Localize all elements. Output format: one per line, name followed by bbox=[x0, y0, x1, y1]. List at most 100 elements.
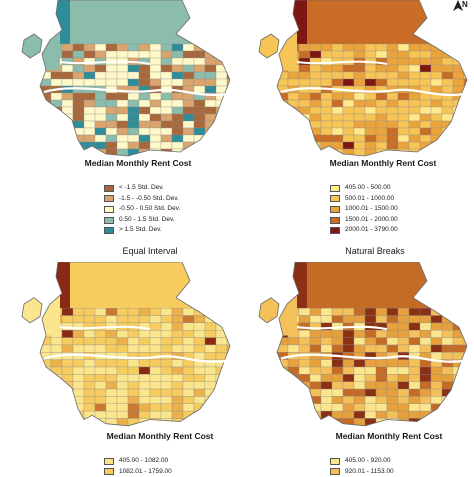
census-tract bbox=[364, 64, 377, 73]
census-tract bbox=[364, 418, 377, 426]
census-tract bbox=[116, 120, 129, 129]
census-tract bbox=[50, 403, 63, 412]
census-tract bbox=[215, 381, 228, 390]
census-tract bbox=[171, 113, 184, 122]
census-tract bbox=[127, 134, 140, 143]
census-tract bbox=[419, 396, 432, 404]
census-tract bbox=[353, 366, 366, 375]
census-tract bbox=[61, 120, 74, 129]
census-tract bbox=[386, 403, 399, 412]
census-tract bbox=[463, 148, 467, 156]
census-tract bbox=[226, 141, 230, 150]
census-tract bbox=[397, 43, 410, 52]
census-tract bbox=[83, 418, 96, 426]
census-tract bbox=[353, 50, 366, 59]
census-tract bbox=[226, 71, 230, 80]
legend-swatch bbox=[330, 457, 340, 465]
census-tract bbox=[182, 148, 195, 156]
census-tract bbox=[138, 50, 151, 59]
census-tract bbox=[204, 57, 217, 66]
census-tract bbox=[463, 99, 467, 108]
census-tract bbox=[149, 359, 162, 368]
census-tract bbox=[149, 410, 162, 419]
census-tract bbox=[83, 330, 96, 338]
census-tract bbox=[182, 127, 195, 136]
river bbox=[43, 353, 229, 363]
census-tract bbox=[342, 106, 355, 115]
census-tract bbox=[353, 64, 366, 73]
census-tract bbox=[182, 57, 195, 66]
inlet bbox=[296, 325, 388, 331]
census-tract bbox=[331, 106, 344, 115]
census-tract bbox=[83, 71, 96, 80]
census-tract bbox=[408, 78, 421, 87]
census-tract bbox=[320, 359, 333, 368]
census-tract bbox=[408, 381, 421, 390]
census-tract bbox=[463, 344, 467, 353]
census-tract bbox=[287, 92, 300, 101]
census-tract bbox=[331, 337, 344, 346]
census-tract bbox=[193, 57, 206, 66]
census-tract bbox=[463, 374, 467, 382]
census-tract bbox=[171, 337, 184, 346]
census-tract bbox=[430, 418, 443, 426]
census-tract bbox=[309, 337, 322, 346]
census-tract bbox=[94, 127, 107, 136]
census-tract bbox=[149, 344, 162, 353]
census-tract bbox=[94, 396, 107, 404]
census-tract bbox=[50, 113, 63, 122]
census-tract bbox=[193, 322, 206, 331]
census-tract bbox=[72, 381, 85, 390]
census-tract bbox=[149, 99, 162, 108]
census-tract bbox=[397, 330, 410, 338]
census-tract bbox=[309, 308, 322, 316]
census-tract bbox=[353, 120, 366, 129]
census-tract bbox=[419, 344, 432, 353]
legend-label: 1000.01 - 1500.00 bbox=[345, 205, 398, 213]
census-tract bbox=[353, 71, 366, 80]
census-tract bbox=[375, 141, 388, 150]
census-tract bbox=[39, 396, 52, 404]
census-tract bbox=[320, 50, 333, 59]
census-tract bbox=[39, 106, 52, 115]
census-tract bbox=[105, 396, 118, 404]
census-tract bbox=[386, 315, 399, 324]
census-tract bbox=[105, 99, 118, 108]
census-tract bbox=[287, 359, 300, 368]
census-tract bbox=[160, 141, 173, 150]
census-tract bbox=[138, 337, 151, 346]
census-tract bbox=[342, 337, 355, 346]
census-tract bbox=[50, 120, 63, 129]
census-tract bbox=[298, 71, 311, 80]
census-tract bbox=[375, 315, 388, 324]
census-tract bbox=[39, 120, 52, 129]
census-tract bbox=[430, 71, 443, 80]
census-tract bbox=[226, 57, 230, 66]
census-tract bbox=[309, 381, 322, 390]
census-tract bbox=[441, 141, 454, 150]
census-tract bbox=[364, 43, 377, 52]
census-tract bbox=[430, 344, 443, 353]
census-tract bbox=[342, 388, 355, 397]
census-tract bbox=[408, 330, 421, 338]
census-tract bbox=[226, 410, 230, 419]
census-tract bbox=[408, 134, 421, 143]
census-tract bbox=[419, 120, 432, 129]
census-tract bbox=[320, 403, 333, 412]
census-tract bbox=[364, 388, 377, 397]
census-tract bbox=[353, 99, 366, 108]
census-tract bbox=[105, 113, 118, 122]
census-tract bbox=[127, 71, 140, 80]
census-tract bbox=[138, 388, 151, 397]
census-tract bbox=[160, 374, 173, 382]
census-tract bbox=[430, 315, 443, 324]
census-tract bbox=[226, 127, 230, 136]
census-tract bbox=[287, 113, 300, 122]
census-tract bbox=[364, 127, 377, 136]
census-tract bbox=[331, 308, 344, 316]
census-tract bbox=[364, 359, 377, 368]
census-tract bbox=[50, 92, 63, 101]
census-tract bbox=[408, 57, 421, 66]
census-tract bbox=[116, 134, 129, 143]
census-tract bbox=[441, 403, 454, 412]
